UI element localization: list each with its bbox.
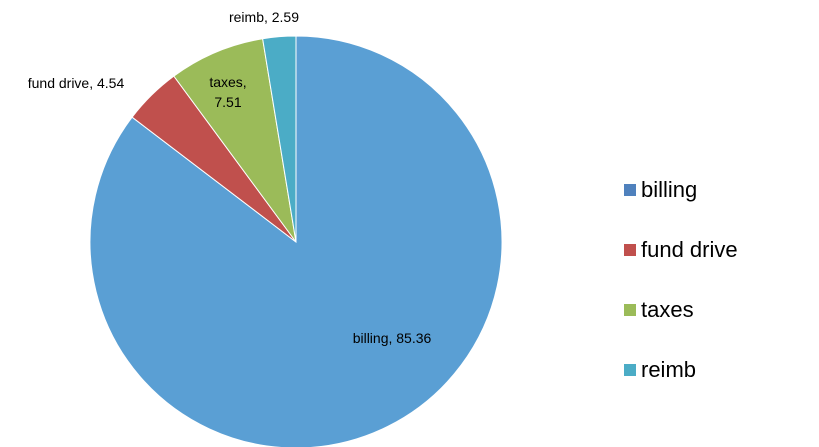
legend-swatch-taxes (624, 304, 636, 316)
legend-item-billing: billing (624, 170, 814, 210)
data-label-fund-drive: fund drive, 4.54 (28, 75, 125, 91)
data-label-billing: billing, 85.36 (353, 330, 432, 346)
chart-legend: billing fund drive taxes reimb (624, 170, 814, 410)
legend-label-fund-drive: fund drive (641, 237, 738, 262)
legend-item-reimb: reimb (624, 350, 814, 390)
legend-swatch-reimb (624, 364, 636, 376)
legend-swatch-fund-drive (624, 244, 636, 256)
pie-slice-reimb (262, 35, 297, 243)
legend-item-taxes: taxes (624, 290, 814, 330)
pie-slice-taxes (173, 38, 297, 243)
legend-item-fund-drive: fund drive (624, 230, 814, 270)
data-label-taxes: taxes, 7.51 (209, 74, 246, 110)
legend-label-taxes: taxes (641, 297, 694, 322)
data-label-reimb: reimb, 2.59 (229, 9, 299, 25)
legend-swatch-billing (624, 184, 636, 196)
legend-label-billing: billing (641, 177, 698, 202)
legend-label-reimb: reimb (641, 357, 697, 382)
